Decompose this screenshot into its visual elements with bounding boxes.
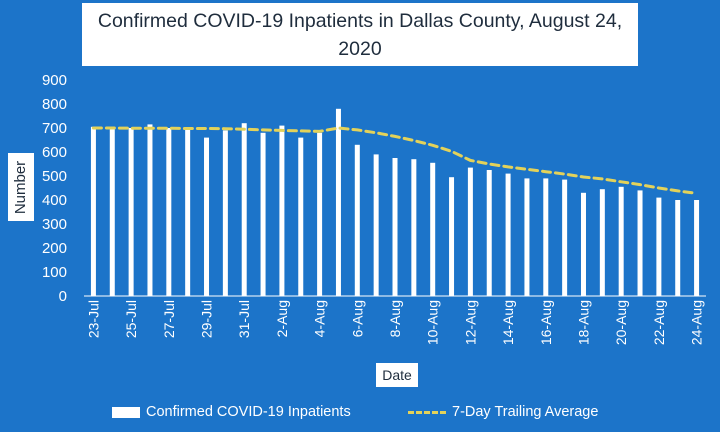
x-tick-label: 22-Aug xyxy=(651,300,667,345)
legend-label-average: 7-Day Trailing Average xyxy=(452,404,599,420)
x-tick-label: 10-Aug xyxy=(425,300,441,345)
bar xyxy=(147,124,153,297)
x-tick-label: 29-Jul xyxy=(199,300,215,338)
y-tick-label: 700 xyxy=(42,120,67,137)
y-tick-label: 0 xyxy=(59,288,67,305)
bar xyxy=(618,186,624,296)
bar xyxy=(279,125,285,296)
bar xyxy=(467,167,473,296)
x-tick-label: 18-Aug xyxy=(575,300,591,345)
bar xyxy=(505,173,511,296)
bar xyxy=(90,126,96,296)
bar xyxy=(524,178,530,296)
x-tick-label: 12-Aug xyxy=(462,300,478,345)
legend-bar-swatch xyxy=(112,406,140,418)
bar xyxy=(486,170,492,296)
x-tick-label: 31-Jul xyxy=(236,300,252,338)
legend-item-inpatients: Confirmed COVID-19 Inpatients xyxy=(112,400,351,424)
bar xyxy=(298,137,304,296)
bar xyxy=(241,123,247,296)
y-tick-label: 400 xyxy=(42,192,67,209)
bar xyxy=(166,128,172,296)
bar xyxy=(430,162,436,296)
bar xyxy=(335,108,341,296)
bar xyxy=(128,128,134,296)
bar xyxy=(656,197,662,296)
y-tick-label: 100 xyxy=(42,264,67,281)
x-axis-label: Date xyxy=(382,367,412,383)
y-tick-label: 200 xyxy=(42,240,67,257)
chart-title-box: Confirmed COVID-19 Inpatients in Dallas … xyxy=(82,3,638,66)
legend: Confirmed COVID-19 Inpatients 7-Day Trai… xyxy=(0,400,720,424)
y-axis-label: Number xyxy=(12,160,30,214)
y-tick-label: 300 xyxy=(42,216,67,233)
bar xyxy=(109,129,115,296)
chart-title: Confirmed COVID-19 Inpatients in Dallas … xyxy=(97,9,623,60)
bar xyxy=(222,130,228,296)
bar xyxy=(260,132,266,296)
bar xyxy=(317,132,323,296)
y-tick-label: 800 xyxy=(42,96,67,113)
x-tick-label: 23-Jul xyxy=(85,300,101,338)
x-tick-label: 6-Aug xyxy=(349,300,365,337)
legend-item-average: 7-Day Trailing Average xyxy=(408,400,598,424)
bar xyxy=(675,200,681,296)
bar xyxy=(449,177,455,296)
bar xyxy=(694,200,700,296)
y-tick-label: 600 xyxy=(42,144,67,161)
bar xyxy=(392,158,398,296)
x-tick-label: 16-Aug xyxy=(538,300,554,345)
x-tick-label: 27-Jul xyxy=(161,300,177,338)
trailing-average-line xyxy=(91,126,699,195)
bar xyxy=(185,129,191,296)
bar xyxy=(354,144,360,296)
x-tick-label: 2-Aug xyxy=(274,300,290,337)
bar xyxy=(580,192,586,296)
x-tick-label: 20-Aug xyxy=(613,300,629,345)
y-tick-label: 900 xyxy=(42,72,67,89)
bar xyxy=(543,178,549,296)
y-tick-label: 500 xyxy=(42,168,67,185)
legend-label-inpatients: Confirmed COVID-19 Inpatients xyxy=(146,404,351,420)
bar xyxy=(373,154,379,296)
x-tick-label: 8-Aug xyxy=(387,300,403,337)
x-axis-label-box: Date xyxy=(376,363,418,387)
x-tick-label: 24-Aug xyxy=(689,300,705,345)
legend-line-swatch xyxy=(408,410,446,414)
y-axis-label-box: Number xyxy=(8,153,34,221)
bar xyxy=(637,190,643,296)
bar xyxy=(411,159,417,296)
bar xyxy=(599,189,605,296)
x-tick-label: 14-Aug xyxy=(500,300,516,345)
x-tick-label: 4-Aug xyxy=(312,300,328,337)
bar xyxy=(204,137,210,296)
bar xyxy=(562,179,568,296)
x-tick-label: 25-Jul xyxy=(123,300,139,338)
